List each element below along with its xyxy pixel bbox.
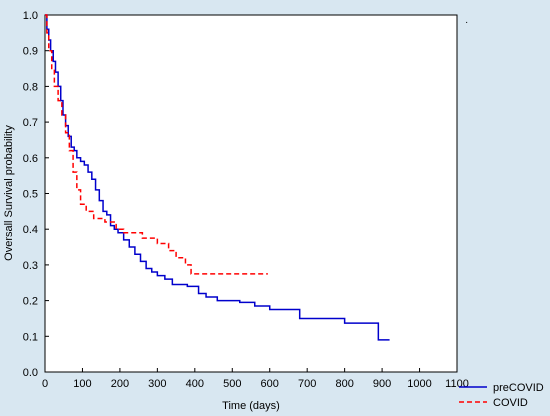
x-tick-label: 800 bbox=[335, 378, 353, 390]
x-tick-label: 400 bbox=[186, 378, 204, 390]
plot-area bbox=[44, 14, 458, 373]
y-tick-label: 1.0 bbox=[23, 10, 38, 22]
x-tick-label: 0 bbox=[42, 378, 48, 390]
x-tick-label: 100 bbox=[73, 378, 91, 390]
x-tick-label: 300 bbox=[148, 378, 166, 390]
x-tick-label: 600 bbox=[261, 378, 279, 390]
y-tick-label: 0.1 bbox=[23, 331, 38, 343]
corner-mark: · bbox=[465, 17, 468, 28]
x-tick-label: 500 bbox=[223, 378, 241, 390]
y-axis: 0.0 0.1 0.2 0.3 0.4 0.5 0.6 0.7 0.8 0.9 1.0 bbox=[23, 10, 49, 379]
x-tick-label: 1100 bbox=[445, 378, 469, 390]
legend: preCOVID COVID bbox=[459, 382, 544, 409]
y-tick-label: 0.0 bbox=[23, 367, 38, 379]
series-layer bbox=[45, 14, 390, 341]
x-tick-label: 700 bbox=[298, 378, 316, 390]
y-tick-label: 0.6 bbox=[23, 153, 38, 165]
y-tick-label: 0.9 bbox=[23, 46, 38, 58]
x-tick-label: 900 bbox=[373, 378, 391, 390]
legend-label-precovid: preCOVID bbox=[493, 382, 544, 394]
x-axis-title: Time (days) bbox=[222, 400, 280, 412]
y-tick-label: 0.2 bbox=[23, 296, 38, 308]
series-precovid-line bbox=[45, 14, 390, 341]
y-tick-label: 0.5 bbox=[23, 189, 38, 201]
legend-label-covid: COVID bbox=[493, 397, 528, 409]
y-tick-label: 0.3 bbox=[23, 260, 38, 272]
y-tick-label: 0.7 bbox=[23, 117, 38, 129]
y-axis-title: Oversall Survival probability bbox=[3, 125, 15, 261]
x-tick-label: 1000 bbox=[407, 378, 431, 390]
series-covid-line bbox=[45, 14, 268, 275]
x-tick-label: 200 bbox=[111, 378, 129, 390]
y-tick-label: 0.4 bbox=[23, 224, 38, 236]
y-tick-label: 0.8 bbox=[23, 81, 38, 93]
